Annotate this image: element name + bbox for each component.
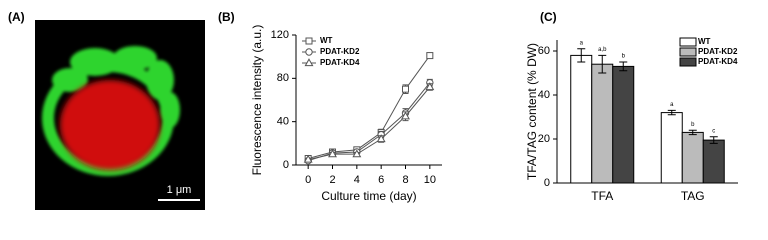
legend-label: PDAT-KD2 — [320, 47, 360, 56]
marker — [402, 85, 409, 93]
y-tick-label: 60 — [538, 45, 550, 57]
marker — [401, 111, 410, 120]
x-tick-label: 10 — [424, 174, 436, 186]
x-tick-label: 0 — [305, 174, 311, 186]
legend-label: PDAT-KD4 — [320, 58, 360, 67]
figure: (A) 1 μm (B) Fluorescence intensity (a.u.… — [8, 10, 738, 210]
x-tick-label: TFA — [591, 189, 613, 203]
marker — [376, 134, 386, 143]
panel-label: (B) — [218, 10, 235, 24]
panel-label: (A) — [8, 10, 25, 24]
bar — [660, 112, 683, 184]
scale-bar-label: 1 μm — [167, 184, 192, 196]
legend-label: WT — [698, 37, 711, 46]
y-tick-label: 0 — [283, 159, 289, 171]
bar — [612, 65, 635, 184]
legend-swatch — [679, 57, 697, 67]
bar — [702, 139, 725, 184]
legend-label: WT — [320, 36, 333, 45]
significance-letter: b — [622, 54, 626, 60]
legend-swatch — [679, 37, 697, 47]
x-tick-label: 4 — [354, 174, 360, 186]
x-tick-label: 8 — [402, 174, 408, 186]
y-tick-label: 0 — [544, 177, 550, 189]
x-tick-label: TAG — [681, 189, 705, 203]
marker — [328, 149, 337, 158]
y-tick-label: 40 — [277, 116, 289, 128]
bar — [591, 63, 614, 184]
series-line — [308, 55, 431, 159]
marker — [304, 58, 314, 67]
series-line — [308, 86, 431, 161]
significance-letter: c — [712, 128, 715, 134]
legend-label: PDAT-KD4 — [698, 57, 738, 66]
legend-swatch — [679, 47, 697, 57]
significance-letter: a — [670, 102, 674, 108]
marker — [352, 149, 362, 158]
error-bar — [577, 48, 586, 63]
error-bar — [598, 54, 607, 74]
error-bar — [619, 61, 628, 72]
y-tick-label: 80 — [277, 72, 289, 84]
x-tick-label: 2 — [329, 174, 335, 186]
marker — [425, 82, 435, 91]
y-tick-label: 120 — [271, 29, 289, 41]
bar — [681, 131, 704, 184]
marker — [305, 37, 313, 45]
significance-letter: a,b — [598, 47, 607, 53]
marker — [303, 154, 313, 163]
error-bar — [709, 136, 718, 144]
bar — [570, 54, 593, 184]
error-bar — [667, 109, 676, 116]
y-tick-label: 20 — [538, 133, 550, 145]
marker — [305, 48, 313, 56]
x-tick-label: 6 — [378, 174, 384, 186]
micrograph: 1 μm — [35, 20, 205, 210]
marker — [426, 52, 434, 60]
panel-label: (C) — [540, 10, 557, 24]
x-axis-title: Culture time (day) — [321, 189, 416, 203]
significance-letter: b — [691, 122, 695, 128]
legend-label: PDAT-KD2 — [698, 47, 738, 56]
y-axis-title: Fluorescence intensity (a.u.) — [250, 25, 264, 176]
significance-letter: a — [580, 40, 584, 46]
error-bar — [688, 129, 697, 136]
series-line — [308, 82, 431, 162]
y-tick-label: 40 — [538, 89, 550, 101]
y-axis-title: TFA/TAG content (% DW) — [525, 43, 539, 180]
